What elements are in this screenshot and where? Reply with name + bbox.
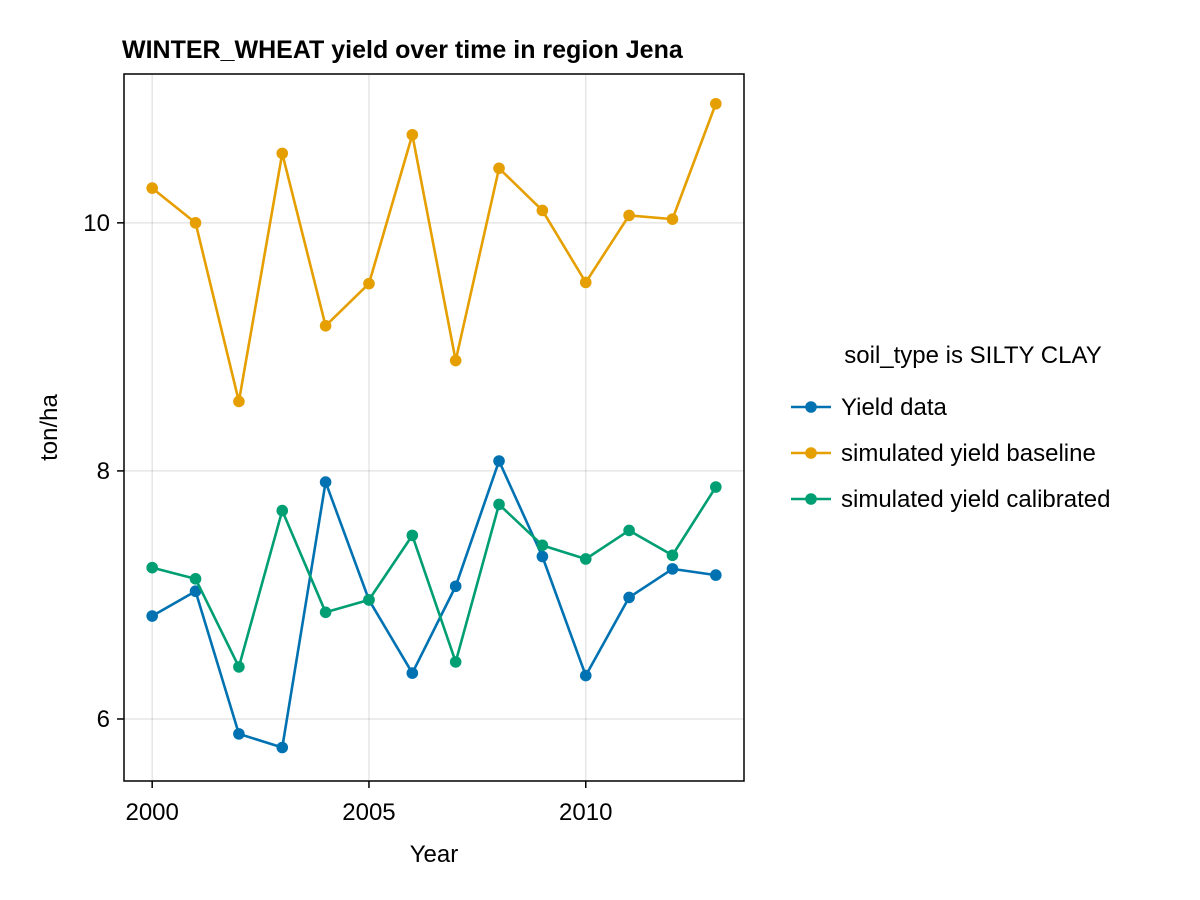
y-tick-label: 6: [97, 706, 110, 733]
legend-label: simulated yield baseline: [841, 440, 1096, 467]
data-point: [536, 539, 549, 552]
data-point: [666, 213, 679, 225]
axes: 2000 2005 2010 6 8 10: [83, 210, 612, 826]
chart-title: WINTER_WHEAT yield over time in region J…: [122, 36, 684, 64]
data-point: [233, 728, 245, 740]
legend-item: simulated yield calibrated: [791, 486, 1110, 513]
data-point: [623, 209, 635, 222]
series-layer: [146, 97, 722, 754]
grid-lines: [124, 74, 744, 781]
data-point: [710, 569, 722, 581]
series-0: [146, 455, 722, 754]
series-line: [151, 486, 717, 669]
legend-swatch-marker: [805, 493, 817, 505]
data-point: [146, 182, 158, 194]
x-tick-label: 2000: [125, 799, 178, 826]
legend-swatch-marker: [805, 401, 817, 413]
data-point: [449, 354, 462, 367]
legend-label: simulated yield calibrated: [841, 486, 1110, 513]
x-tick-label: 2005: [342, 799, 395, 826]
y-tick-label: 8: [97, 458, 110, 485]
data-point: [189, 573, 202, 585]
data-point: [579, 669, 592, 682]
data-point: [579, 553, 592, 565]
data-point: [363, 594, 375, 606]
x-tick-label: 2010: [559, 799, 612, 826]
data-point: [623, 524, 635, 537]
data-point: [623, 591, 635, 604]
legend-label: Yield data: [841, 394, 948, 421]
data-point: [493, 162, 505, 175]
data-point: [536, 550, 549, 563]
data-point: [189, 585, 202, 598]
data-point: [710, 97, 722, 110]
plot-frame: [123, 73, 745, 782]
data-point: [233, 395, 245, 408]
series-line: [151, 459, 717, 749]
y-tick-label: 10: [83, 210, 110, 237]
x-axis-label: Year: [410, 841, 459, 868]
data-point: [363, 277, 375, 290]
data-point: [579, 276, 592, 289]
data-point: [493, 498, 505, 511]
legend-title: soil_type is SILTY CLAY: [844, 342, 1101, 369]
data-point: [449, 580, 462, 593]
series-1: [146, 97, 722, 408]
series-line: [151, 103, 718, 403]
data-point: [666, 563, 679, 575]
data-point: [449, 656, 462, 668]
y-axis-label: ton/ha: [36, 393, 63, 460]
data-point: [493, 455, 505, 467]
data-point: [666, 549, 679, 562]
data-point: [276, 504, 289, 517]
data-point: [276, 741, 289, 754]
data-point: [319, 319, 332, 332]
data-point: [146, 561, 158, 574]
data-point: [536, 204, 549, 217]
data-point: [319, 476, 332, 488]
legend: soil_type is SILTY CLAY Yield data simula…: [791, 342, 1110, 513]
legend-swatch-marker: [805, 447, 817, 459]
legend-item: simulated yield baseline: [791, 440, 1096, 467]
data-point: [406, 128, 419, 141]
data-point: [406, 667, 419, 679]
data-point: [233, 661, 245, 673]
data-point: [406, 529, 419, 542]
data-point: [319, 606, 332, 619]
series-2: [146, 481, 722, 673]
legend-item: Yield data: [791, 394, 948, 421]
data-point: [146, 610, 158, 622]
data-point: [710, 481, 722, 493]
data-point: [189, 217, 202, 229]
data-point: [276, 147, 289, 160]
